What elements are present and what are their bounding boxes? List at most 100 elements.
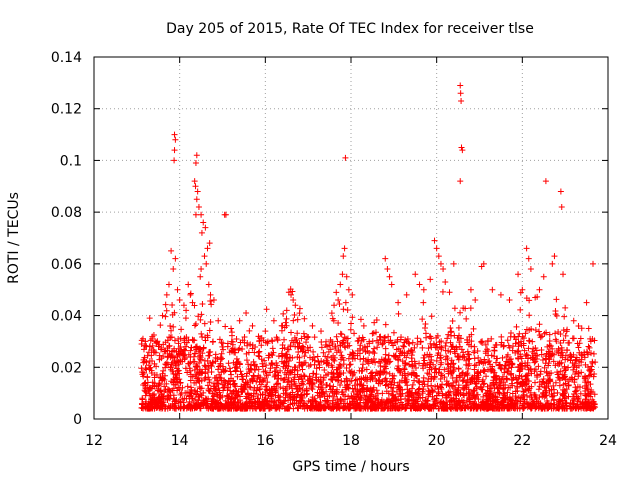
data-point — [192, 211, 199, 218]
data-point — [235, 347, 242, 354]
data-point — [153, 363, 160, 370]
data-point — [484, 396, 491, 403]
data-point — [366, 340, 373, 347]
data-point — [267, 390, 274, 397]
data-point — [354, 403, 361, 410]
data-point — [369, 369, 376, 376]
data-point — [459, 405, 466, 412]
data-point — [288, 291, 295, 298]
data-point — [433, 357, 440, 364]
data-point — [499, 354, 506, 361]
data-point — [357, 342, 364, 349]
data-point — [562, 366, 569, 373]
data-point — [297, 397, 304, 404]
data-point — [249, 342, 256, 349]
data-point — [195, 203, 202, 210]
data-point — [203, 260, 210, 267]
data-point — [278, 327, 285, 334]
data-point — [406, 392, 413, 399]
data-point — [493, 355, 500, 362]
data-point — [473, 385, 480, 392]
data-point — [359, 334, 366, 341]
data-point — [576, 349, 583, 356]
data-point — [408, 352, 415, 359]
data-point — [209, 404, 216, 411]
data-point — [374, 396, 381, 403]
data-point — [321, 403, 328, 410]
data-point — [191, 302, 198, 309]
data-point — [581, 354, 588, 361]
data-point — [517, 398, 524, 405]
data-point — [315, 383, 322, 390]
data-point — [309, 380, 316, 387]
data-point — [574, 340, 581, 347]
data-point — [529, 338, 536, 345]
data-point — [390, 329, 397, 336]
data-point — [366, 387, 373, 394]
data-point — [217, 401, 224, 408]
data-point — [254, 403, 261, 410]
data-point — [552, 362, 559, 369]
data-point — [533, 347, 540, 354]
data-point — [293, 385, 300, 392]
data-point — [284, 379, 291, 386]
data-point — [210, 297, 217, 304]
data-point — [261, 375, 268, 382]
data-point — [282, 385, 289, 392]
data-point — [157, 322, 164, 329]
data-point — [304, 390, 311, 397]
data-point — [332, 344, 339, 351]
data-point — [244, 390, 251, 397]
data-point — [515, 333, 522, 340]
data-point — [416, 385, 423, 392]
data-point — [379, 378, 386, 385]
data-point — [172, 255, 179, 262]
data-point — [256, 379, 263, 386]
data-point — [204, 382, 211, 389]
data-point — [349, 402, 356, 409]
data-point — [472, 395, 479, 402]
data-point — [456, 339, 463, 346]
data-point — [287, 368, 294, 375]
data-point — [145, 405, 152, 412]
data-point — [382, 321, 389, 328]
data-point — [563, 347, 570, 354]
data-point — [414, 335, 421, 342]
data-point — [428, 344, 435, 351]
data-point — [466, 360, 473, 367]
data-point — [184, 383, 191, 390]
data-point — [171, 337, 178, 344]
data-point — [291, 378, 298, 385]
data-point — [330, 404, 337, 411]
data-point — [295, 349, 302, 356]
data-point — [272, 372, 279, 379]
data-point — [443, 339, 450, 346]
data-point — [168, 361, 175, 368]
data-point — [556, 360, 563, 367]
data-point — [512, 340, 519, 347]
data-point — [515, 271, 522, 278]
data-point — [537, 334, 544, 341]
data-point — [509, 360, 516, 367]
data-point — [431, 369, 438, 376]
data-point — [468, 375, 475, 382]
data-point — [193, 346, 200, 353]
data-point — [522, 330, 529, 337]
data-point — [298, 375, 305, 382]
data-point — [153, 403, 160, 410]
data-point — [178, 326, 185, 333]
data-point — [275, 375, 282, 382]
data-point — [433, 392, 440, 399]
data-point — [201, 400, 208, 407]
data-point — [505, 399, 512, 406]
data-point — [270, 317, 277, 324]
data-point — [392, 352, 399, 359]
data-point — [222, 211, 229, 218]
data-point — [451, 305, 458, 312]
data-point — [245, 361, 252, 368]
data-point — [329, 315, 336, 322]
data-point — [590, 260, 597, 267]
data-point — [550, 396, 557, 403]
data-point — [388, 340, 395, 347]
data-point — [323, 360, 330, 367]
